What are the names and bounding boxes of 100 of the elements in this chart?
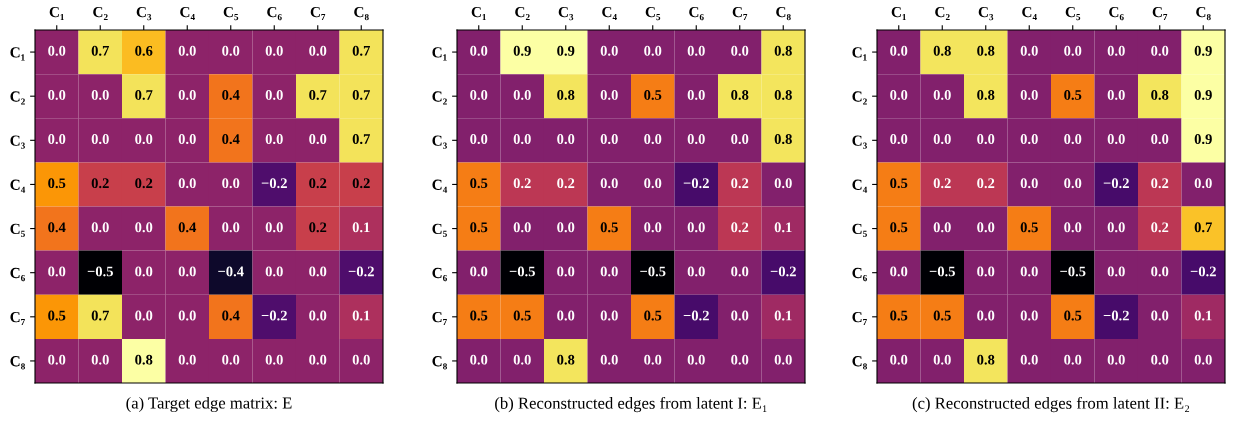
data-label: 0.0 bbox=[977, 222, 995, 233]
data-label: 0.0 bbox=[309, 134, 327, 145]
data-label: 0.0 bbox=[222, 45, 240, 56]
data-label: 0.0 bbox=[178, 90, 196, 100]
y-tick-label: C₁ bbox=[852, 47, 867, 61]
data-label: 0.0 bbox=[600, 45, 618, 56]
data-label: 0.5 bbox=[890, 222, 908, 233]
data-label: 0.0 bbox=[687, 134, 705, 145]
data-label: 0.0 bbox=[644, 354, 662, 365]
data-label: 0.1 bbox=[774, 222, 792, 233]
data-label: 0.0 bbox=[178, 178, 196, 189]
x-tick-label: C₄ bbox=[1022, 6, 1037, 21]
data-label: 0.0 bbox=[352, 354, 370, 365]
data-label: 0.0 bbox=[1020, 90, 1038, 100]
data-label: 0.0 bbox=[178, 134, 196, 145]
data-label: 0.0 bbox=[1064, 222, 1082, 233]
data-label: 0.0 bbox=[135, 222, 153, 233]
data-label: −0.5 bbox=[1060, 266, 1086, 277]
data-label: 0.5 bbox=[48, 178, 66, 189]
data-label: 0.0 bbox=[600, 134, 618, 145]
data-label: 0.5 bbox=[644, 90, 662, 100]
x-tick-label: C₇ bbox=[310, 6, 326, 21]
data-label: 0.0 bbox=[977, 310, 995, 321]
y-tick-label: C₇ bbox=[852, 312, 867, 326]
data-label: 0.0 bbox=[1107, 134, 1125, 145]
data-label: 0.1 bbox=[774, 310, 792, 321]
data-label: 0.8 bbox=[1151, 90, 1169, 100]
x-tick-label: C₅ bbox=[1065, 6, 1081, 21]
data-label: 0.0 bbox=[1064, 354, 1082, 365]
data-label: 0.0 bbox=[977, 134, 995, 145]
data-label: 0.0 bbox=[309, 266, 327, 277]
y-tick-label: C₃ bbox=[432, 135, 447, 149]
data-label: 0.0 bbox=[91, 354, 109, 365]
data-label: 0.0 bbox=[1020, 134, 1038, 145]
y-tick-label: C₇ bbox=[432, 312, 447, 326]
data-label: 0.0 bbox=[513, 354, 531, 365]
data-label: 0.8 bbox=[135, 354, 153, 365]
x-axis-title: (c) Reconstructed edges from latent II: E₂ bbox=[912, 396, 1190, 413]
data-label: 0.1 bbox=[352, 222, 370, 233]
data-label: 0.0 bbox=[557, 134, 575, 145]
x-tick-label: C₂ bbox=[93, 6, 108, 21]
data-label: 0.8 bbox=[933, 45, 951, 56]
data-label: 0.0 bbox=[309, 310, 327, 321]
data-label: 0.0 bbox=[1020, 310, 1038, 321]
data-label: 0.5 bbox=[1064, 310, 1082, 321]
data-label: 0.0 bbox=[1064, 134, 1082, 145]
data-label: 0.0 bbox=[644, 134, 662, 145]
y-tick-label: C₂ bbox=[432, 91, 447, 105]
data-label: −0.2 bbox=[1190, 266, 1216, 277]
data-label: 0.0 bbox=[1107, 222, 1125, 233]
data-label: 0.9 bbox=[557, 45, 575, 56]
data-label: 0.0 bbox=[600, 354, 618, 365]
data-label: 0.0 bbox=[774, 178, 792, 189]
y-tick-label: C₅ bbox=[432, 223, 447, 237]
data-label: 0.0 bbox=[265, 90, 283, 100]
x-tick-label: C₈ bbox=[776, 6, 791, 21]
x-tick-label: C₆ bbox=[689, 6, 704, 21]
data-label: 0.0 bbox=[557, 310, 575, 321]
data-label: 0.4 bbox=[222, 134, 240, 145]
data-label: 0.0 bbox=[1151, 354, 1169, 365]
data-label: 0.0 bbox=[731, 45, 749, 56]
data-label: 0.0 bbox=[933, 90, 951, 100]
x-tick-label: C₄ bbox=[602, 6, 617, 21]
data-label: 0.4 bbox=[222, 310, 240, 321]
data-label: 0.1 bbox=[352, 310, 370, 321]
data-label: 0.0 bbox=[1194, 178, 1212, 189]
data-label: 0.0 bbox=[135, 134, 153, 145]
data-label: 0.0 bbox=[48, 266, 66, 277]
data-label: 0.2 bbox=[557, 178, 575, 189]
data-label: 0.2 bbox=[352, 178, 370, 189]
data-label: 0.0 bbox=[91, 90, 109, 100]
data-label: 0.1 bbox=[1194, 310, 1212, 321]
data-label: −0.2 bbox=[261, 310, 287, 321]
data-label: 0.2 bbox=[933, 178, 951, 189]
data-label: −0.4 bbox=[218, 266, 244, 277]
data-label: 0.0 bbox=[687, 90, 705, 100]
data-label: 0.7 bbox=[91, 45, 110, 56]
data-label: 0.0 bbox=[890, 90, 908, 100]
data-label: 0.5 bbox=[513, 310, 531, 321]
data-label: 0.0 bbox=[1107, 45, 1125, 56]
data-label: 0.9 bbox=[1194, 90, 1212, 100]
data-label: 0.0 bbox=[933, 222, 951, 233]
data-label: 0.0 bbox=[644, 45, 662, 56]
data-label: 0.5 bbox=[470, 222, 488, 233]
data-label: 0.0 bbox=[600, 266, 618, 277]
x-tick-label: C₁ bbox=[471, 6, 486, 21]
y-tick-label: C₈ bbox=[10, 356, 25, 370]
data-label: 0.0 bbox=[309, 354, 327, 365]
data-label: 0.0 bbox=[265, 134, 283, 145]
y-tick-label: C₆ bbox=[10, 267, 25, 282]
x-tick-label: C₇ bbox=[1152, 6, 1168, 21]
data-label: 0.8 bbox=[977, 45, 995, 56]
data-label: 0.0 bbox=[644, 222, 662, 233]
data-label: 0.5 bbox=[48, 310, 66, 321]
data-label: 0.8 bbox=[774, 90, 792, 100]
data-label: 0.6 bbox=[135, 45, 153, 56]
data-label: 0.0 bbox=[890, 45, 908, 56]
y-tick-label: C₇ bbox=[10, 312, 25, 326]
data-label: 0.0 bbox=[222, 178, 240, 189]
data-label: 0.0 bbox=[1151, 45, 1169, 56]
